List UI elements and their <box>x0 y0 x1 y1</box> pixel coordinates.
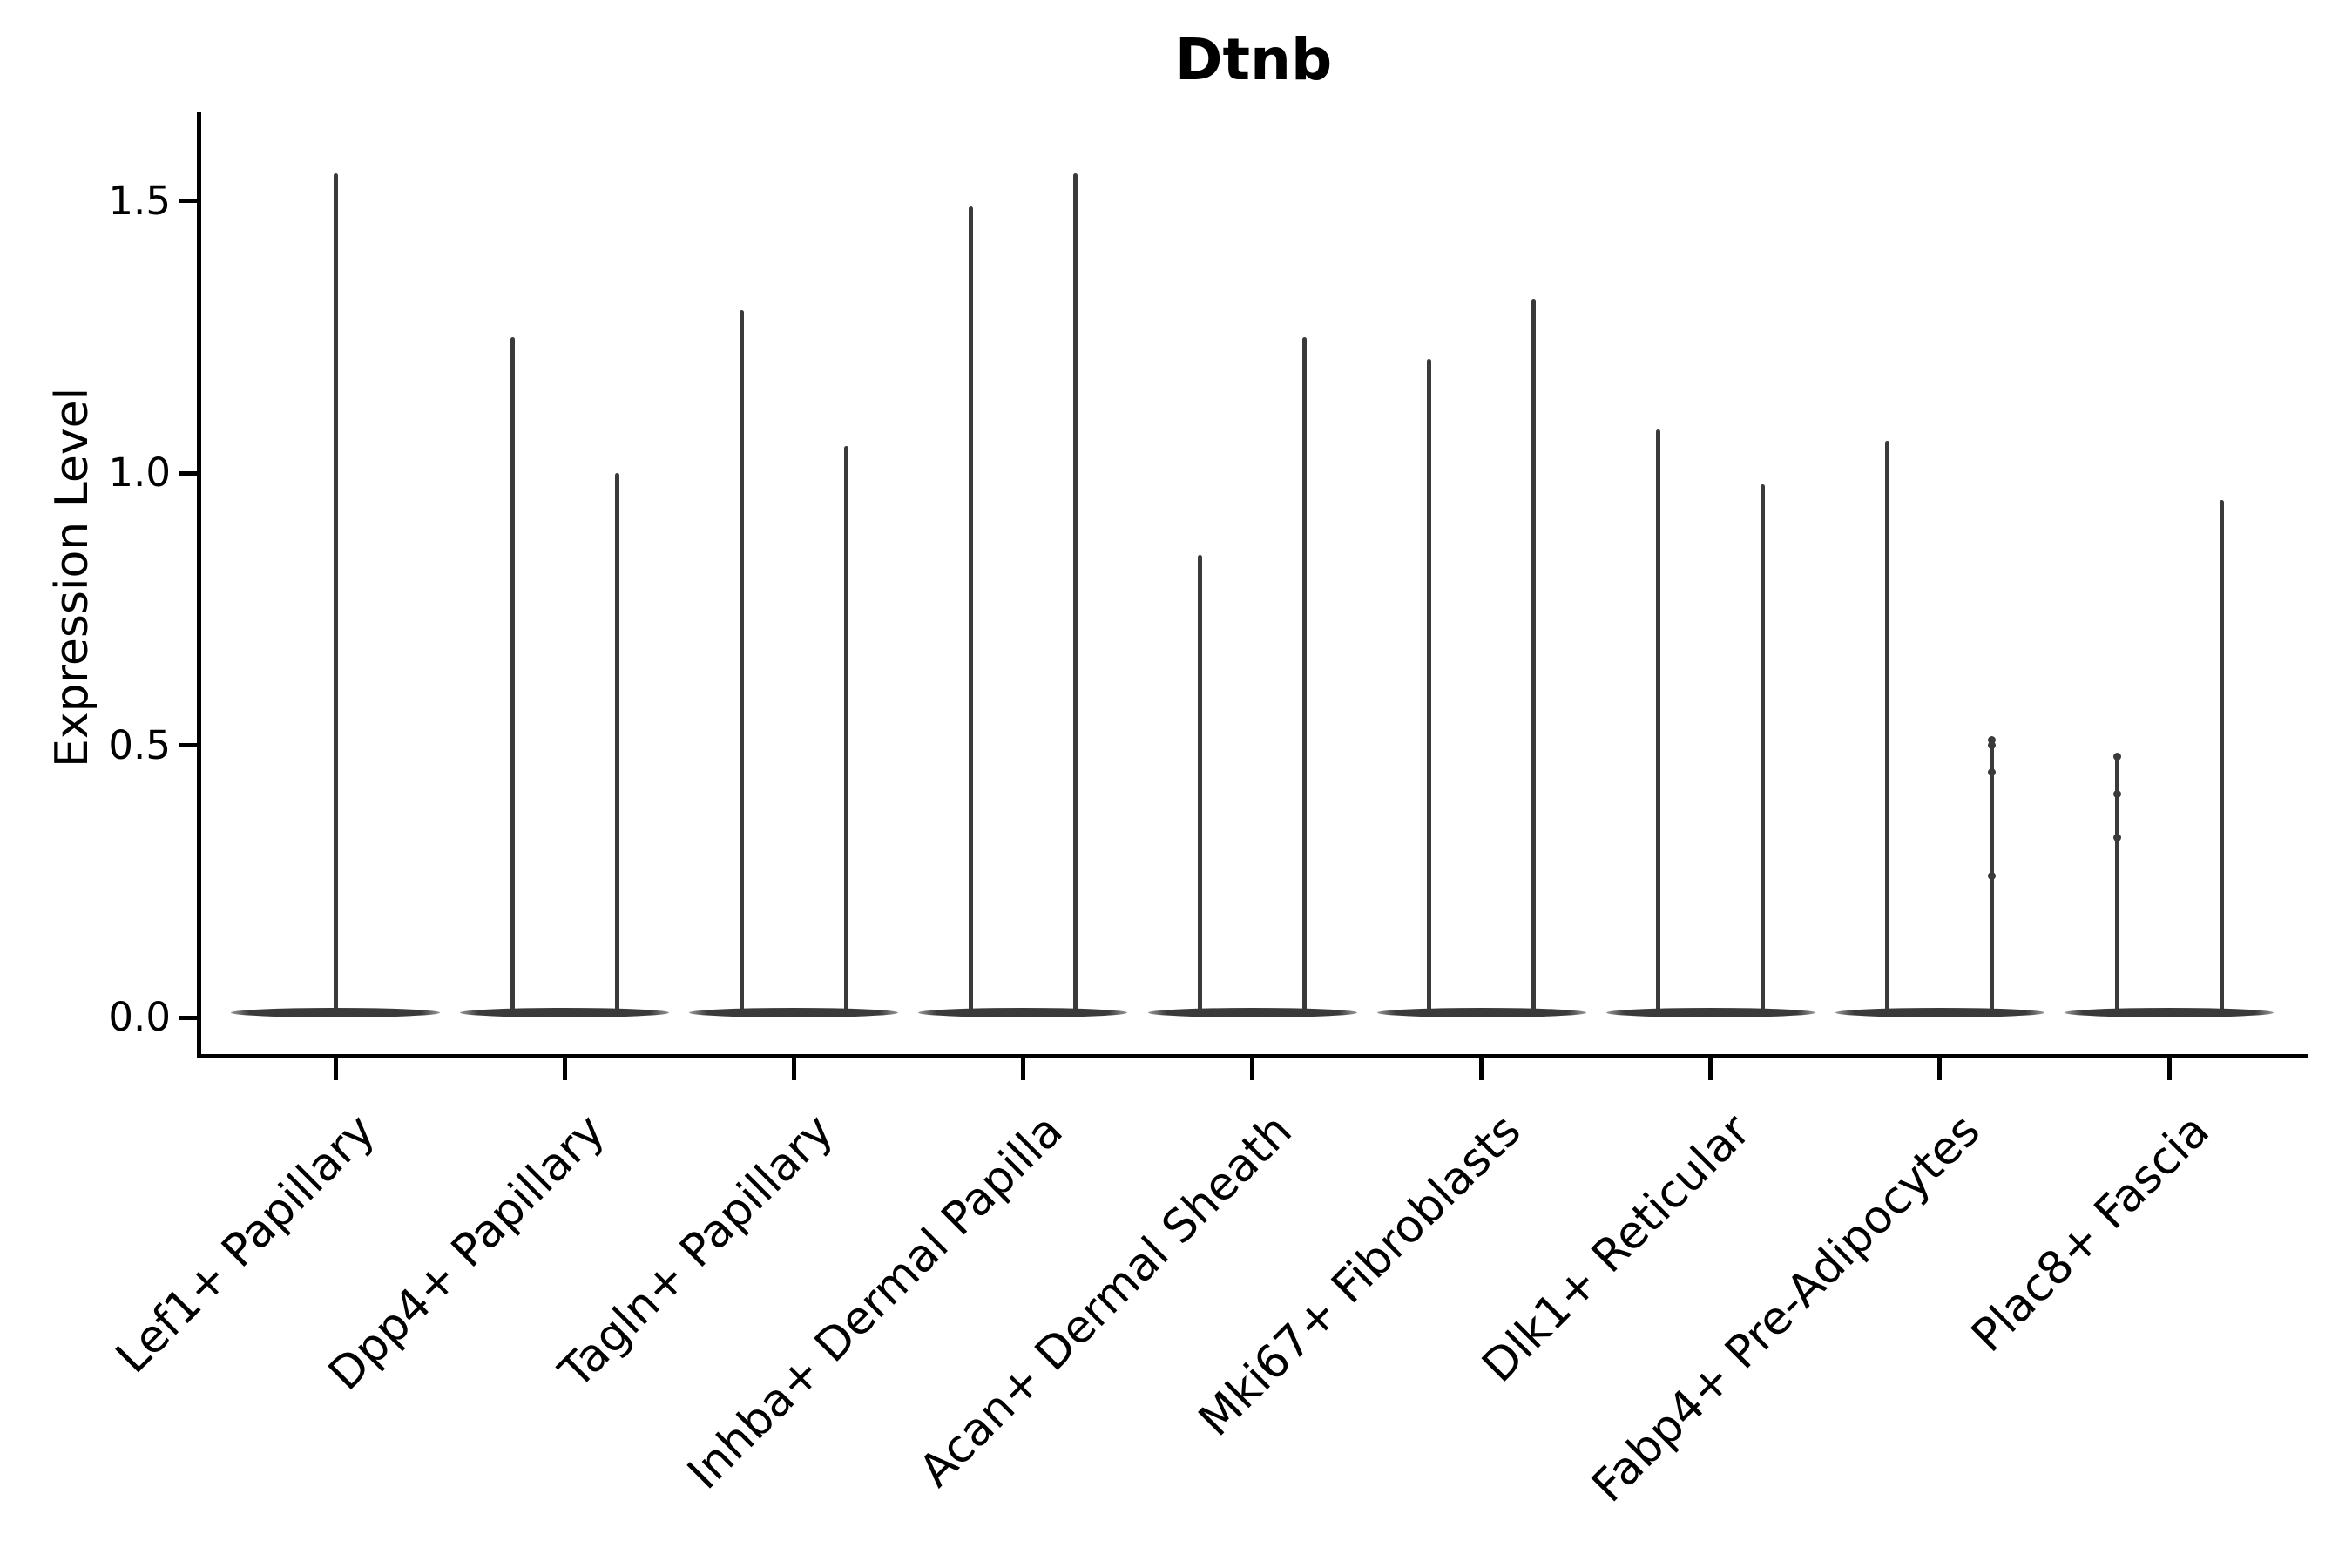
violin-base <box>1835 1008 2044 1017</box>
plot-title: Dtnb <box>1174 26 1333 93</box>
x-axis-tick <box>791 1056 796 1080</box>
x-axis-tick <box>562 1056 567 1080</box>
violin-spike <box>614 473 619 1016</box>
violin-base <box>2065 1008 2274 1017</box>
x-axis-tick <box>1020 1056 1025 1080</box>
x-tick-label: Inhba+ Dermal Papilla <box>678 1105 1073 1500</box>
violin-base <box>1376 1008 1586 1017</box>
violin-spike <box>1885 440 1890 1016</box>
y-axis-tick <box>179 1015 197 1020</box>
y-axis-line <box>197 112 201 1058</box>
violin-base <box>460 1008 670 1017</box>
jitter-dot <box>1988 741 1997 749</box>
violin-base <box>1605 1008 1815 1017</box>
violin-spike <box>739 309 744 1016</box>
violin-base <box>689 1008 899 1017</box>
y-axis-label: Expression Level <box>46 387 98 768</box>
jitter-dot <box>2112 790 2121 799</box>
violin-base <box>918 1008 1128 1017</box>
violin-spike <box>1656 429 1661 1016</box>
y-tick-label: 1.5 <box>108 177 171 224</box>
violin-spike <box>968 206 973 1016</box>
y-tick-label: 0.5 <box>108 721 171 768</box>
x-axis-tick <box>1479 1056 1484 1080</box>
y-tick-label: 1.0 <box>108 449 171 496</box>
violin-spike <box>1302 336 1307 1016</box>
jitter-dot <box>2112 834 2121 842</box>
y-axis-tick <box>179 743 197 747</box>
violin-spike <box>2114 756 2119 1016</box>
x-axis-tick <box>333 1056 338 1080</box>
x-axis-tick <box>1250 1056 1254 1080</box>
violin-spike <box>333 173 338 1016</box>
y-axis-tick <box>179 470 197 476</box>
violin-spike <box>1761 483 1766 1016</box>
violin-spike <box>2219 500 2224 1016</box>
violin-spike <box>510 336 515 1016</box>
x-tick-label: Acan+ Dermal Sheath <box>909 1105 1302 1497</box>
violin-spike <box>1198 554 1202 1016</box>
violin-spike <box>843 445 848 1016</box>
x-axis-tick <box>2166 1056 2172 1080</box>
violin-spike <box>1531 299 1537 1016</box>
jitter-dot <box>1988 735 1997 744</box>
violin-base <box>1147 1008 1357 1017</box>
x-tick-label: Plac8+ Fascia <box>1961 1105 2220 1362</box>
violin-spike <box>1072 173 1078 1016</box>
jitter-dot <box>1988 768 1997 777</box>
violin-spike <box>1427 358 1432 1016</box>
x-axis-tick <box>1708 1056 1713 1080</box>
y-axis-tick <box>179 199 197 203</box>
x-tick-label: Fabp4+ Pre-Adipocytes <box>1582 1105 1990 1513</box>
jitter-dot <box>2112 752 2121 760</box>
x-axis-tick <box>1937 1056 1943 1080</box>
y-tick-label: 0.0 <box>108 994 171 1040</box>
jitter-dot <box>1988 872 1997 880</box>
